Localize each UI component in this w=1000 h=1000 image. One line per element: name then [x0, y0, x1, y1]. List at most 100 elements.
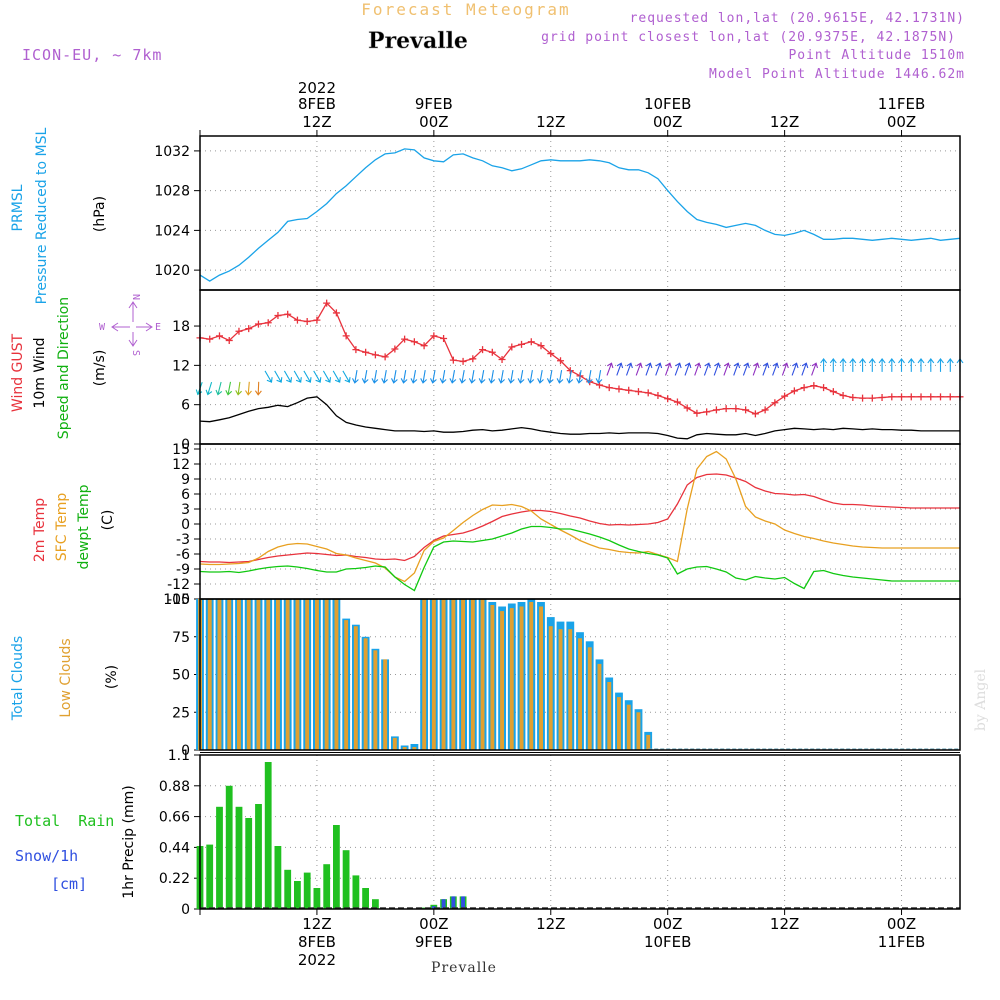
- wind-direction-arrow: [439, 370, 447, 384]
- snow-bar: [461, 896, 465, 909]
- gust-marker: [313, 316, 321, 324]
- snow-label: Snow/1h: [15, 847, 78, 865]
- rain-bar: [352, 875, 360, 909]
- low-cloud-bar: [402, 747, 407, 750]
- precip-tick-label: 0.66: [159, 810, 190, 826]
- gust-marker: [391, 345, 399, 353]
- sfc-temp-line: [199, 450, 960, 583]
- low-cloud-bar: [217, 599, 222, 750]
- time-bottom-label-date: 9FEB: [415, 933, 453, 951]
- wind-direction-arrow: [907, 357, 915, 372]
- temp-dewpt-label: dewpt Temp: [76, 484, 92, 569]
- low-cloud-bar: [383, 659, 388, 750]
- wind-direction-arrow: [527, 370, 535, 384]
- time-bottom-label-year: 2022: [298, 951, 336, 969]
- temperature-panel: [199, 450, 960, 592]
- wind10m-line: [199, 396, 960, 440]
- rain-bar: [284, 869, 292, 909]
- low-cloud-bar: [568, 629, 573, 750]
- gust-marker: [946, 393, 954, 401]
- time-top-label-date: 9FEB: [415, 95, 453, 113]
- grid-layer: [200, 136, 960, 910]
- gust-marker: [634, 388, 642, 396]
- wind-tick-label: 6: [181, 398, 190, 414]
- wind-direction-arrow: [459, 370, 466, 384]
- rain-bar: [362, 888, 369, 909]
- gust-marker: [878, 393, 886, 401]
- compass-e: E: [155, 322, 161, 333]
- wind-direction-arrow: [733, 362, 741, 376]
- gust-marker: [868, 394, 876, 402]
- wind-tick-label: 12: [172, 358, 190, 374]
- gust-marker: [800, 384, 808, 392]
- rain-bar: [313, 888, 321, 909]
- low-cloud-bar: [451, 599, 456, 750]
- wind-direction-arrow: [664, 362, 672, 376]
- pressure-tick-label: 1032: [154, 144, 190, 160]
- gust-marker: [332, 309, 340, 317]
- wind-direction-arrow: [293, 370, 302, 383]
- wind-direction-arrow: [283, 370, 293, 383]
- gust-marker: [254, 320, 262, 328]
- wind-direction-arrow: [868, 357, 876, 372]
- grid-point-coords: grid point closest lon,lat (20.9375E, 42…: [541, 30, 956, 45]
- wind-10m-label: 10m Wind: [32, 337, 48, 408]
- low-cloud-bar: [539, 606, 543, 750]
- temp-tick-label: -12: [167, 577, 190, 593]
- gust-marker: [566, 367, 574, 375]
- time-bottom-label-date: 8FEB: [298, 933, 336, 951]
- gust-marker: [323, 299, 331, 307]
- watermark: by Angel: [973, 668, 989, 731]
- wind-direction-arrow: [839, 357, 847, 372]
- wind-direction-arrow: [449, 370, 457, 384]
- gust-marker: [488, 348, 496, 356]
- wind-direction-arrow: [537, 370, 544, 384]
- low-cloud-bar: [578, 638, 582, 750]
- time-bottom-label-hour: 12Z: [536, 915, 565, 933]
- clouds-tick-label: 100: [163, 592, 190, 608]
- gust-marker: [342, 332, 350, 340]
- gust-marker: [703, 408, 711, 416]
- precip-unit: 1hr Precip (mm): [121, 785, 137, 898]
- low-cloud-bar: [295, 599, 300, 750]
- wind-direction-arrow: [566, 370, 574, 384]
- gust-marker: [605, 384, 613, 392]
- time-top-label-hour: 12Z: [770, 113, 799, 131]
- gust-marker: [274, 312, 282, 320]
- wind-direction-arrow: [381, 370, 388, 384]
- gust-marker: [498, 355, 506, 363]
- gust-marker: [420, 342, 428, 350]
- wind-direction-arrow: [820, 357, 828, 372]
- total-rain-label: Total Rain: [15, 812, 114, 830]
- time-top-label-date: 11FEB: [878, 95, 925, 113]
- wind-direction-arrow: [332, 370, 341, 383]
- rain-bar: [274, 846, 282, 909]
- wind-direction-arrow: [430, 370, 437, 384]
- gust-marker: [547, 350, 555, 358]
- time-top-label-date: 8FEB: [298, 95, 336, 113]
- wind-compass: W E N S: [99, 294, 161, 356]
- gust-marker: [206, 335, 214, 343]
- low-cloud-bar: [558, 629, 563, 750]
- rain-bar: [235, 806, 243, 909]
- low-cloud-bar: [587, 647, 592, 750]
- low-cloud-bar: [480, 599, 485, 750]
- gust-marker: [537, 342, 545, 350]
- gust-marker: [284, 310, 292, 318]
- wind-frame: [199, 289, 961, 445]
- wind-direction-arrow: [420, 370, 427, 384]
- gust-marker: [712, 406, 720, 414]
- low-cloud-bar: [363, 638, 368, 750]
- wind-direction-arrow: [762, 362, 770, 376]
- pressure-panel: [199, 148, 961, 282]
- gust-marker: [917, 393, 925, 401]
- wind-direction-arrow: [849, 357, 857, 372]
- temp-tick-label: -15: [167, 592, 190, 608]
- pressure-tick-label: 1028: [154, 184, 190, 200]
- wind-direction-arrow: [898, 357, 905, 372]
- footer-location: Prevalle: [431, 960, 497, 976]
- gust-marker: [742, 406, 750, 414]
